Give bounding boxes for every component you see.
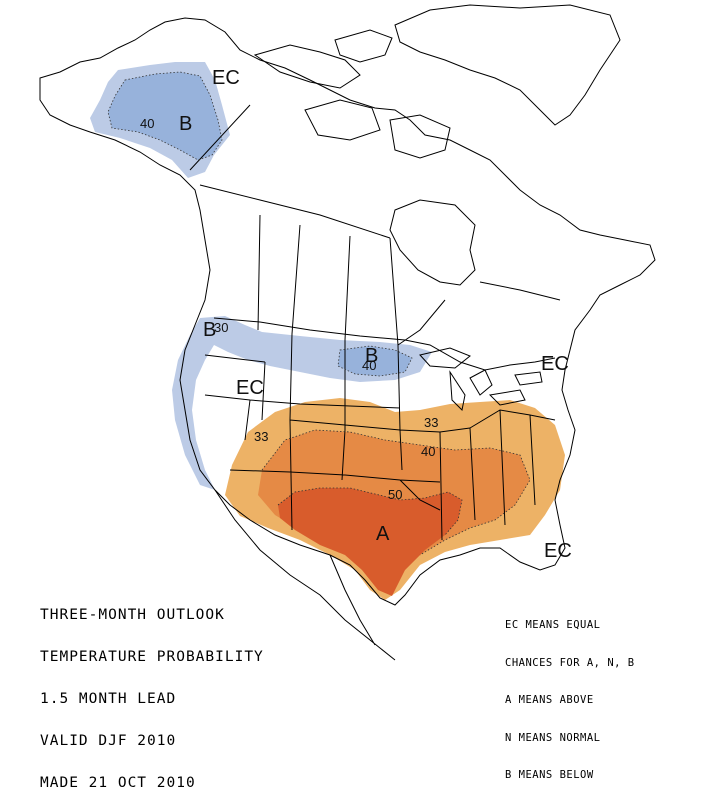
alaska-below-40-area xyxy=(108,72,222,160)
hudson-bay xyxy=(389,199,476,286)
legend-line-2: CHANCES FOR A, N, B xyxy=(505,656,635,669)
legend-line-5: B MEANS BELOW xyxy=(505,769,594,781)
legend-line-4: N MEANS NORMAL xyxy=(505,731,601,744)
alaska-b-label: B xyxy=(179,113,192,135)
title-line-2: TEMPERATURE PROBABILITY xyxy=(40,649,264,665)
outlook-map: EC B 40 B 30 B 40 EC EC 33 33 40 50 A EC xyxy=(39,4,656,661)
title-line-4: VALID DJF 2010 xyxy=(40,733,177,749)
canada-provincial-borders xyxy=(199,184,561,346)
contour-lines xyxy=(107,71,531,556)
legend-line-1: EC MEANS EQUAL xyxy=(505,619,601,631)
northeast-ec-label: EC xyxy=(541,353,569,375)
north-below-40-area xyxy=(338,346,412,376)
geographic-outlines xyxy=(39,4,656,661)
southeast-ec-label: EC xyxy=(544,540,572,562)
alaska-40-contour xyxy=(107,71,223,161)
south-33-west-label: 33 xyxy=(254,429,268,444)
legend-block: EC MEANS EQUAL CHANCES FOR A, N, B A MEA… xyxy=(505,594,635,794)
us-canada-border xyxy=(213,317,556,371)
title-line-1: THREE-MONTH OUTLOOK xyxy=(40,607,225,623)
south-50-label: 50 xyxy=(388,487,402,502)
south-a-label: A xyxy=(376,523,390,545)
west-ec-label: EC xyxy=(236,377,264,399)
north-b-label: B xyxy=(365,345,378,367)
north-40-label: 40 xyxy=(362,358,376,373)
region-labels: EC B 40 B 30 B 40 EC EC 33 33 40 50 A EC xyxy=(140,67,572,562)
south-40-label: 40 xyxy=(421,444,435,459)
outlook-title-block: THREE-MONTH OUTLOOK TEMPERATURE PROBABIL… xyxy=(40,580,264,804)
title-line-3: 1.5 MONTH LEAD xyxy=(40,691,177,707)
alaska-ec-label: EC xyxy=(212,67,240,89)
south-33-east-label: 33 xyxy=(424,415,438,430)
arctic-islands xyxy=(253,29,451,159)
pnw-30-label: 30 xyxy=(214,320,228,335)
south-50-contour xyxy=(277,487,463,536)
probability-shading xyxy=(90,62,565,600)
pnw-b-label: B xyxy=(203,319,216,341)
alaska-canada-border xyxy=(189,104,251,171)
great-lakes xyxy=(419,347,543,412)
south-above-50-area xyxy=(278,488,462,596)
south-40-contour xyxy=(261,429,531,556)
mexico-coast xyxy=(214,489,396,661)
us-state-borders xyxy=(204,333,556,541)
title-line-5: MADE 21 OCT 2010 xyxy=(40,775,196,791)
legend-line-3: A MEANS ABOVE xyxy=(505,694,594,706)
greenland-coastline xyxy=(394,4,621,126)
alaska-40-label: 40 xyxy=(140,116,154,131)
north-40-contour xyxy=(337,345,413,377)
